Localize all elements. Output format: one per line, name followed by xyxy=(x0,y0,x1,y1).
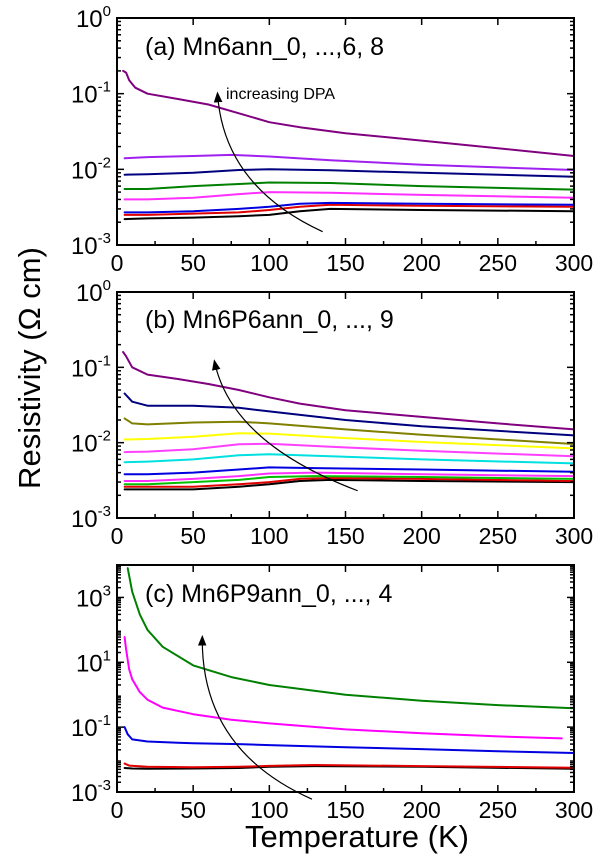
series-group xyxy=(122,351,574,491)
x-tick-label: 100 xyxy=(250,250,288,276)
x-tick-label: 0 xyxy=(111,250,124,276)
y-tick-label: 10-1 xyxy=(71,712,111,742)
series-line-10 xyxy=(122,351,574,431)
x-tick-label: 200 xyxy=(402,250,440,276)
series-line-4 xyxy=(126,567,574,710)
y-tick-label: 10-3 xyxy=(71,503,111,533)
x-tick-label: 0 xyxy=(111,523,124,549)
series-line-0 xyxy=(123,207,574,221)
x-tick-label: 300 xyxy=(555,797,593,823)
x-tick-label: 150 xyxy=(326,250,364,276)
series-line-4 xyxy=(123,466,574,476)
series-line-9 xyxy=(123,392,574,437)
x-tick-label: 250 xyxy=(479,797,517,823)
series-line-3 xyxy=(123,636,563,740)
series-line-6 xyxy=(123,442,574,458)
series-line-2 xyxy=(123,726,574,754)
x-tick-label: 150 xyxy=(326,797,364,823)
series-line-7 xyxy=(122,69,574,157)
series-line-5 xyxy=(123,168,574,178)
x-tick-label: 100 xyxy=(250,523,288,549)
x-tick-label: 50 xyxy=(180,250,206,276)
x-tick-label: 250 xyxy=(479,250,517,276)
panel-annotation: increasing DPA xyxy=(226,86,335,103)
series-line-3 xyxy=(123,191,574,201)
y-tick-label: 100 xyxy=(76,3,111,33)
trend-arrow xyxy=(213,91,323,233)
y-tick-label: 10-1 xyxy=(71,352,111,382)
series-line-8 xyxy=(123,417,574,445)
x-axis-label: Temperature (K) xyxy=(245,819,469,854)
series-group xyxy=(123,567,574,770)
panel-a: (a) Mn6ann_0, ...,6, 8 increasing DPA 0 5… xyxy=(71,3,593,276)
panel-b: (b) Mn6P6ann_0, ..., 9 0 50 100 150 200 250 30… xyxy=(71,277,593,549)
y-tick-label: 101 xyxy=(76,647,111,677)
series-line-1 xyxy=(123,762,574,769)
series-line-3 xyxy=(123,471,574,482)
y-tick-label: 103 xyxy=(76,582,111,612)
x-tick-label: 300 xyxy=(555,523,593,549)
panel-c: (c) Mn6P9ann_0, ..., 4 0 50 100 150 200 250 30… xyxy=(71,564,593,823)
x-tick-label: 300 xyxy=(555,250,593,276)
series-line-2 xyxy=(123,201,574,214)
trend-arrow xyxy=(197,634,313,800)
series-line-2 xyxy=(123,475,574,486)
x-tick-label: 150 xyxy=(326,523,364,549)
series-line-1 xyxy=(123,477,574,488)
panel-title: (c) Mn6P9ann_0, ..., 4 xyxy=(145,580,392,608)
x-tick-label: 200 xyxy=(402,797,440,823)
x-tick-label: 50 xyxy=(180,523,206,549)
panel-title: (a) Mn6ann_0, ...,6, 8 xyxy=(145,33,384,61)
series-line-6 xyxy=(123,153,574,171)
y-tick-label: 10-3 xyxy=(71,230,111,260)
y-tick-label: 10-1 xyxy=(71,79,111,109)
x-tick-label: 200 xyxy=(402,523,440,549)
x-tick-label: 250 xyxy=(479,523,517,549)
x-tick-label: 50 xyxy=(180,797,206,823)
series-line-4 xyxy=(123,181,574,191)
y-tick-label: 100 xyxy=(76,277,111,307)
series-line-0 xyxy=(123,478,574,491)
series-line-7 xyxy=(123,432,574,450)
series-line-5 xyxy=(123,453,574,465)
y-tick-label: 10-2 xyxy=(71,428,111,458)
y-axis-label: Resistivity (Ω cm) xyxy=(12,247,47,489)
x-tick-label: 0 xyxy=(111,797,124,823)
trend-arrow xyxy=(212,359,358,492)
y-tick-label: 10-2 xyxy=(71,154,111,184)
panel-title: (b) Mn6P6ann_0, ..., 9 xyxy=(145,306,394,334)
y-tick-label: 10-3 xyxy=(71,777,111,807)
series-line-1 xyxy=(123,203,574,216)
series-group xyxy=(122,69,574,221)
x-tick-label: 100 xyxy=(250,797,288,823)
